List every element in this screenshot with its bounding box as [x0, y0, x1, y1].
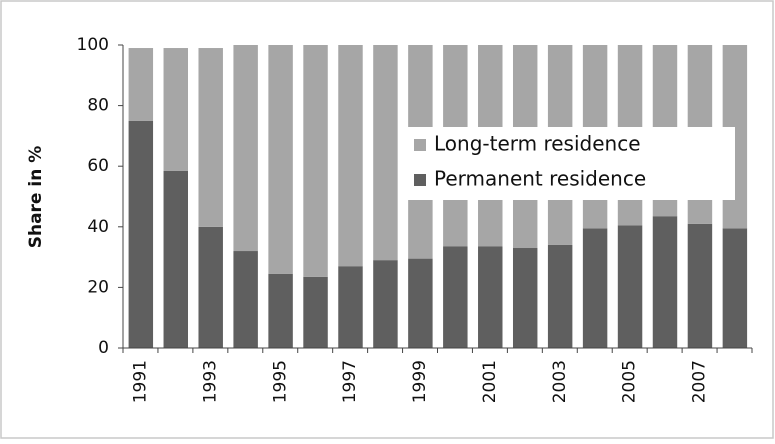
x-tick-label: 1997	[340, 360, 360, 403]
bar-segment	[303, 45, 328, 277]
bar-segment	[512, 248, 538, 348]
bar-segment	[687, 223, 713, 348]
bar-segment	[338, 266, 363, 348]
bar-segment	[373, 260, 398, 348]
legend-box	[402, 127, 735, 200]
y-tick-label: 20	[87, 277, 109, 297]
bar-segment	[233, 251, 258, 348]
bar-segment	[303, 276, 328, 348]
x-tick-label: 2005	[620, 360, 640, 403]
x-tick-label: 1991	[130, 360, 150, 403]
x-tick-label: 1993	[200, 360, 220, 403]
bar-segment	[478, 246, 503, 348]
bar-segment	[198, 226, 223, 348]
bar-segment	[408, 258, 433, 348]
legend-swatch	[414, 139, 426, 151]
y-tick-label: 100	[77, 35, 109, 55]
bar-segment	[128, 48, 154, 121]
bar-segment	[617, 225, 643, 348]
legend-label: Permanent residence	[434, 167, 646, 191]
bar-segment	[338, 45, 363, 267]
bar-segment	[722, 228, 748, 348]
bar-segment	[128, 120, 154, 348]
bar-segment	[652, 216, 678, 348]
bar-segment	[373, 45, 398, 261]
bar-segment	[163, 48, 188, 171]
bar-segment	[268, 45, 293, 274]
bar-segment	[198, 48, 223, 227]
x-tick-label: 2001	[480, 360, 500, 403]
y-tick-label: 40	[87, 217, 109, 237]
y-tick-label: 0	[98, 338, 109, 358]
bar-segment	[268, 273, 293, 348]
legend-label: Long-term residence	[434, 132, 641, 156]
x-tick-label: 1995	[270, 360, 290, 403]
y-tick-label: 60	[87, 156, 109, 176]
x-tick-label: 2007	[690, 360, 710, 403]
x-tick-label: 2003	[550, 360, 570, 403]
y-tick-label: 80	[87, 96, 109, 116]
bar-segment	[443, 246, 468, 348]
bar-segment	[163, 170, 188, 348]
bar-segment	[233, 45, 258, 252]
bar-segment	[547, 244, 573, 348]
x-tick-label: 1999	[410, 360, 430, 403]
legend-swatch	[414, 174, 426, 186]
bar-segment	[582, 228, 608, 348]
y-axis-label: Share in %	[26, 146, 46, 249]
